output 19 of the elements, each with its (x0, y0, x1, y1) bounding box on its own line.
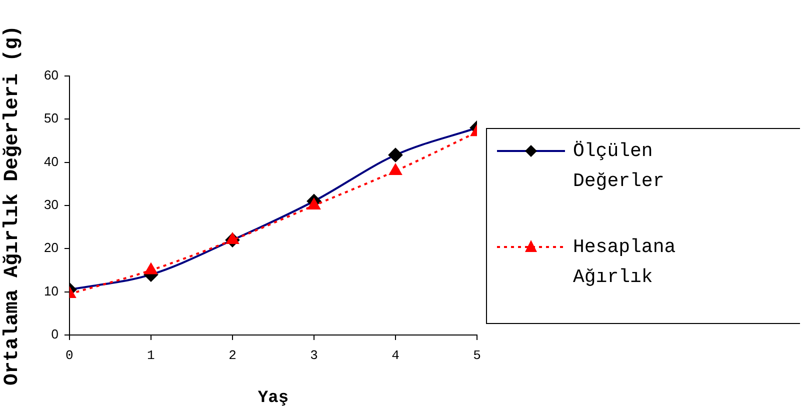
y-tick-label: 40 (44, 154, 58, 169)
y-tick-label: 10 (44, 283, 58, 298)
y-tick-label: 30 (44, 197, 58, 212)
y-axis-title: Ortalama Ağırlık Değerleri (g) (1, 25, 24, 386)
x-tick-label: 0 (66, 348, 74, 364)
x-tick-label: 3 (310, 348, 318, 364)
legend-label: Ölçülen Değerler (573, 139, 666, 194)
y-tick-label: 50 (44, 110, 58, 126)
x-tick-label: 5 (473, 348, 481, 364)
y-tick-label: 20 (44, 240, 58, 256)
x-axis-title: Yaş (258, 389, 289, 408)
y-tick-label: 0 (51, 326, 58, 342)
legend-label: Hesaplana Ağırlık (573, 235, 677, 290)
x-tick-label: 1 (147, 348, 156, 364)
point (308, 198, 320, 210)
y-tick-label: 60 (44, 68, 58, 83)
point (226, 233, 239, 244)
x-tick-label: 2 (228, 348, 236, 364)
x-tick-label: 4 (392, 348, 400, 364)
